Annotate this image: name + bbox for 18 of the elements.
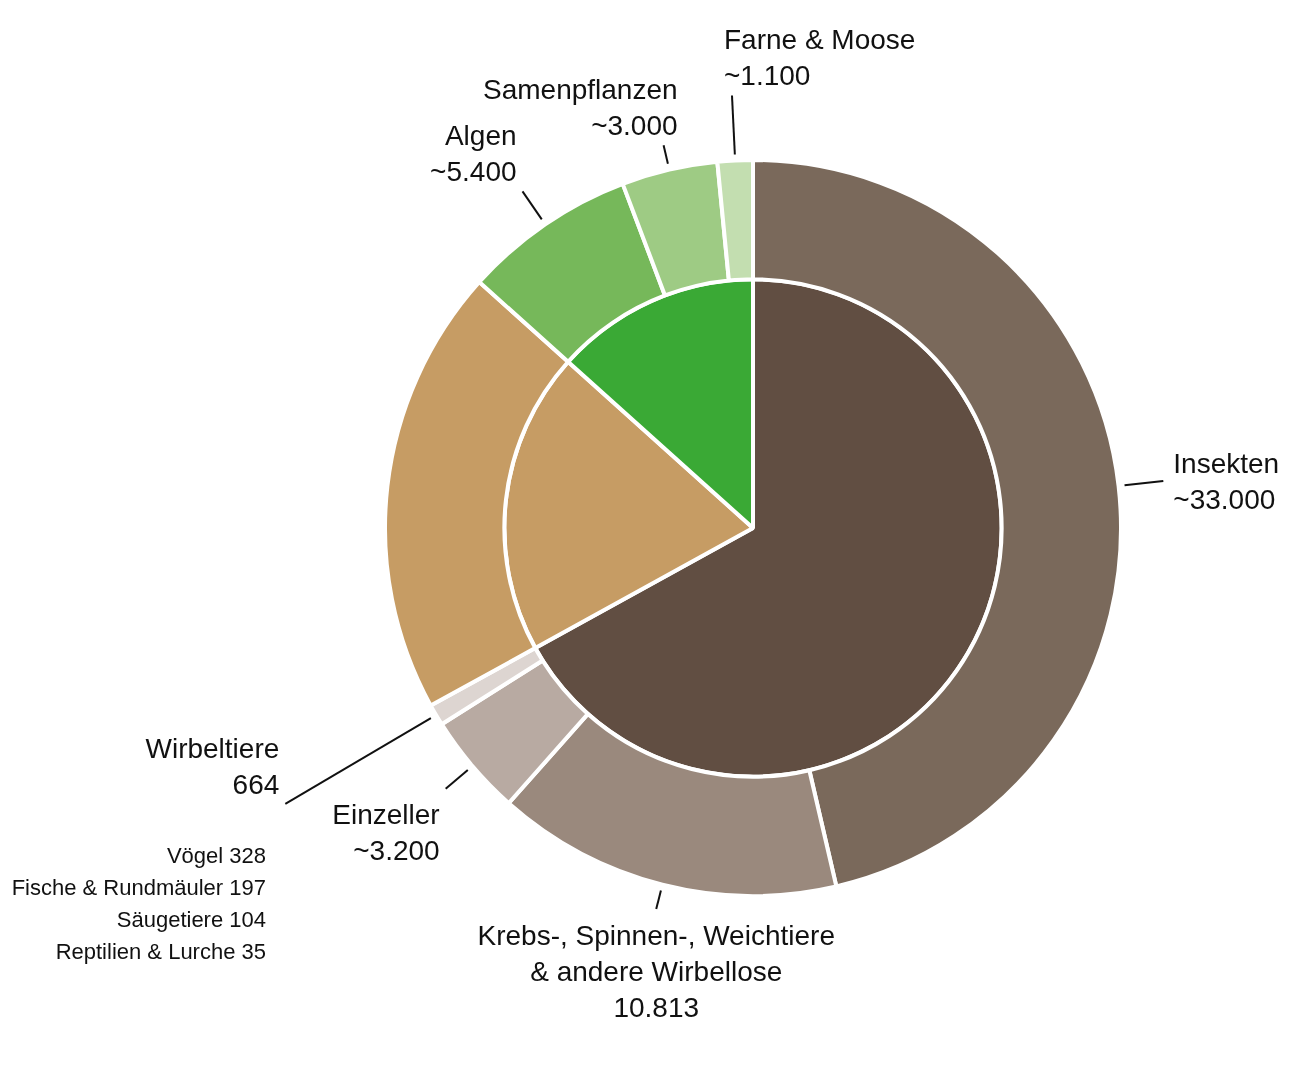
data-label: ~3.000 [591, 110, 678, 142]
data-label: ~5.400 [430, 156, 517, 188]
text: Fische & Rundmäuler 197 [11, 874, 266, 902]
text: Reptilien & Lurche 35 [54, 938, 266, 966]
slice-label: Insekten [1173, 447, 1280, 479]
data-label: ~3.200 [353, 835, 440, 867]
data-label: 10.813 [613, 991, 700, 1023]
slice-label: Einzeller [332, 799, 440, 831]
data-label: 664 [232, 768, 280, 800]
data-label: ~33.000 [1173, 483, 1276, 515]
slice-label: Algen [444, 120, 517, 152]
slice-label: Samenpflanzen [483, 74, 678, 106]
slice-label: Krebs-, Spinnen-, Weichtiere & andere Wirbellose [477, 919, 835, 987]
slice-label: Farne & Moose [723, 24, 916, 56]
text: Säugetiere 104 [115, 906, 266, 934]
text: Vögel 328 [165, 842, 266, 870]
data-label: ~1.100 [723, 60, 811, 92]
slice-label: Wirbeltiere [145, 732, 280, 764]
